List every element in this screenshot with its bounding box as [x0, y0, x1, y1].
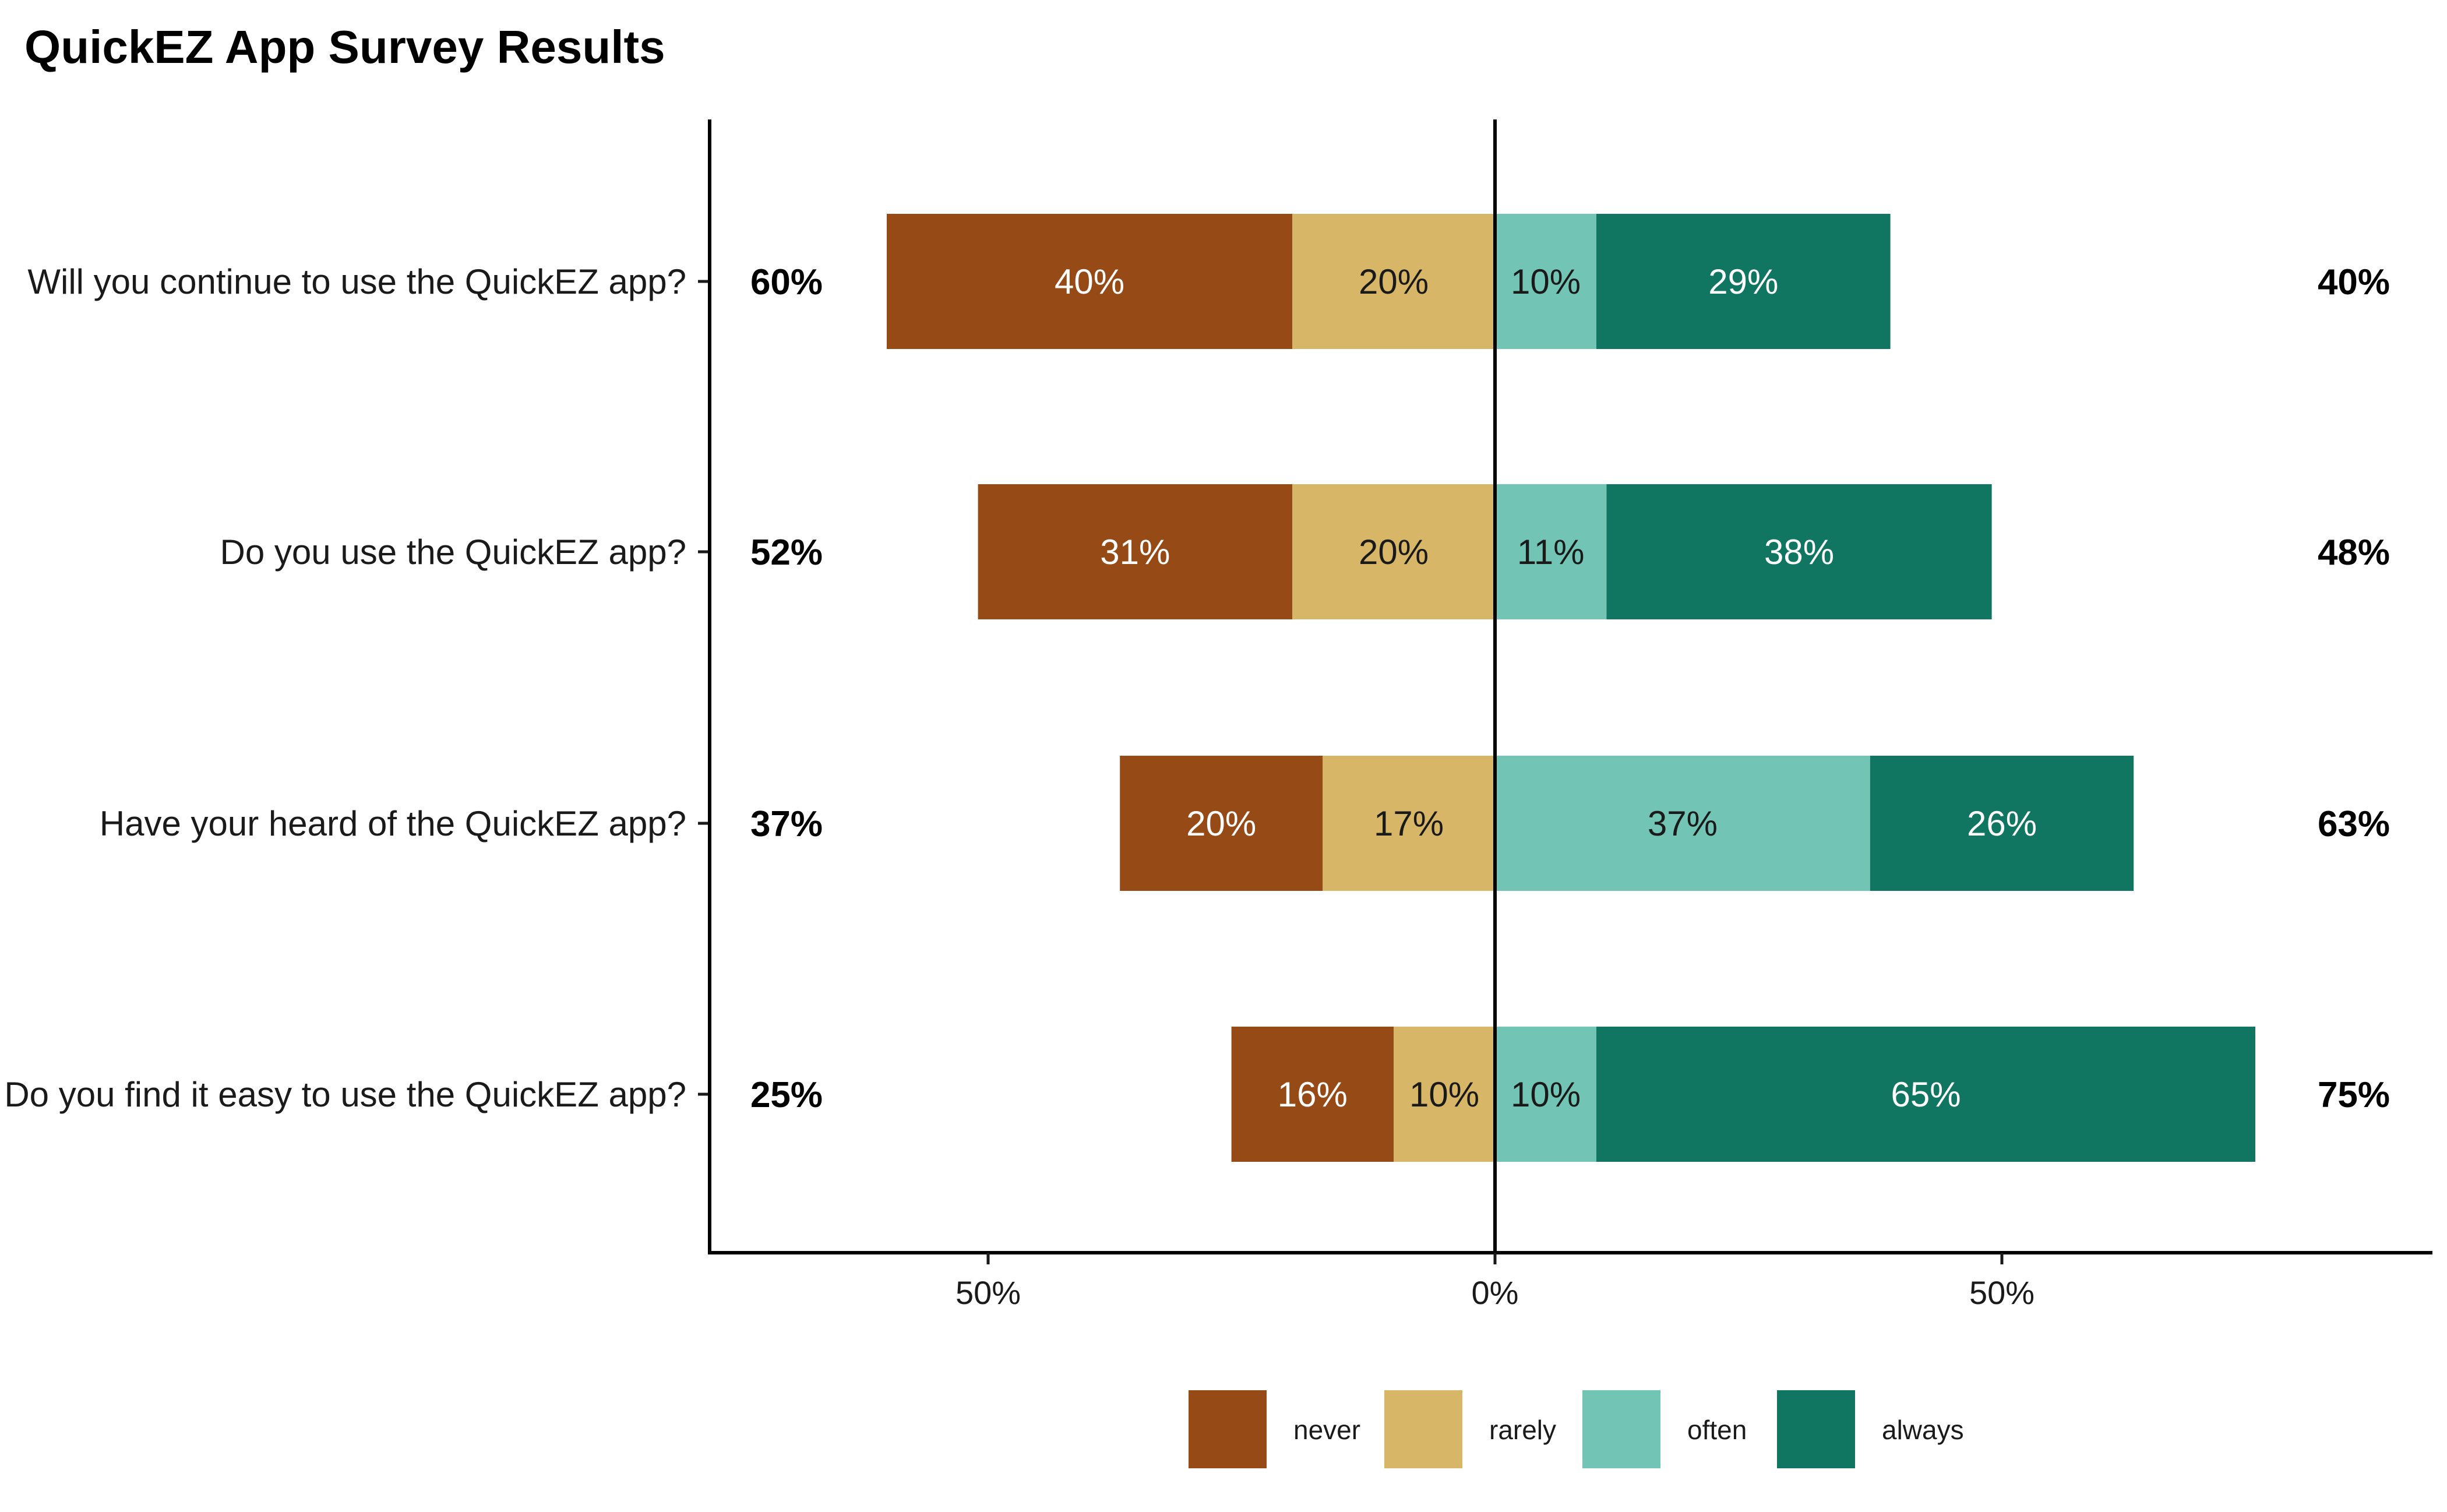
legend-swatch-always [1777, 1390, 1855, 1468]
left-total-label: 37% [750, 804, 823, 844]
bar-rarely [1323, 756, 1495, 891]
question-label: Have your heard of the QuickEZ app? [100, 804, 686, 843]
right-total-label: 75% [2318, 1075, 2390, 1115]
left-total-label: 25% [750, 1075, 823, 1115]
right-total-label: 48% [2318, 533, 2390, 573]
bar-label-never: 31% [1100, 533, 1170, 572]
bar-rarely [1292, 214, 1495, 349]
bar-label-rarely: 20% [1359, 533, 1429, 572]
x-tick-label: 50% [1969, 1274, 2035, 1311]
bar-always [1596, 214, 1891, 349]
bar-never [978, 484, 1292, 619]
bar-never [1120, 756, 1323, 891]
bar-always [1870, 756, 2134, 891]
bar-label-always: 26% [1967, 804, 2037, 843]
bar-often [1495, 484, 1607, 619]
bar-label-rarely: 17% [1374, 804, 1444, 843]
bar-label-often: 37% [1648, 804, 1718, 843]
right-total-label: 40% [2318, 262, 2390, 302]
bar-label-always: 38% [1764, 533, 1834, 572]
legend-swatch-never [1189, 1390, 1267, 1468]
chart-title: QuickEZ App Survey Results [24, 21, 665, 73]
bar-label-rarely: 20% [1359, 262, 1429, 301]
bar-often [1495, 214, 1596, 349]
legend-label-rarely: rarely [1489, 1415, 1556, 1445]
legend-label-always: always [1882, 1415, 1964, 1445]
x-tick-label: 50% [955, 1274, 1021, 1311]
bar-label-always: 65% [1891, 1075, 1961, 1114]
question-label: Will you continue to use the QuickEZ app… [27, 262, 686, 301]
bar-often [1495, 1027, 1596, 1162]
legend-swatch-rarely [1384, 1390, 1462, 1468]
bar-rarely [1292, 484, 1495, 619]
bar-always [1596, 1027, 2255, 1162]
bar-label-often: 11% [1517, 533, 1585, 572]
question-label: Do you use the QuickEZ app? [220, 533, 686, 572]
bar-never [887, 214, 1292, 349]
legend-label-often: often [1687, 1415, 1747, 1445]
bar-never [1231, 1027, 1394, 1162]
x-tick-label: 0% [1472, 1274, 1519, 1311]
question-label: Do you find it easy to use the QuickEZ a… [4, 1075, 686, 1114]
bar-rarely [1394, 1027, 1495, 1162]
left-total-label: 60% [750, 262, 823, 302]
bar-label-always: 29% [1708, 262, 1778, 301]
bar-label-never: 16% [1278, 1075, 1348, 1114]
bar-label-rarely: 10% [1409, 1075, 1479, 1114]
right-total-label: 63% [2318, 804, 2390, 844]
bar-label-often: 10% [1511, 262, 1581, 301]
bar-label-never: 40% [1055, 262, 1124, 301]
bar-label-never: 20% [1186, 804, 1256, 843]
legend-label-never: never [1293, 1415, 1360, 1445]
legend-swatch-often [1582, 1390, 1660, 1468]
bar-label-often: 10% [1511, 1075, 1581, 1114]
left-total-label: 52% [750, 533, 823, 573]
bar-always [1606, 484, 1992, 619]
bar-often [1495, 756, 1870, 891]
